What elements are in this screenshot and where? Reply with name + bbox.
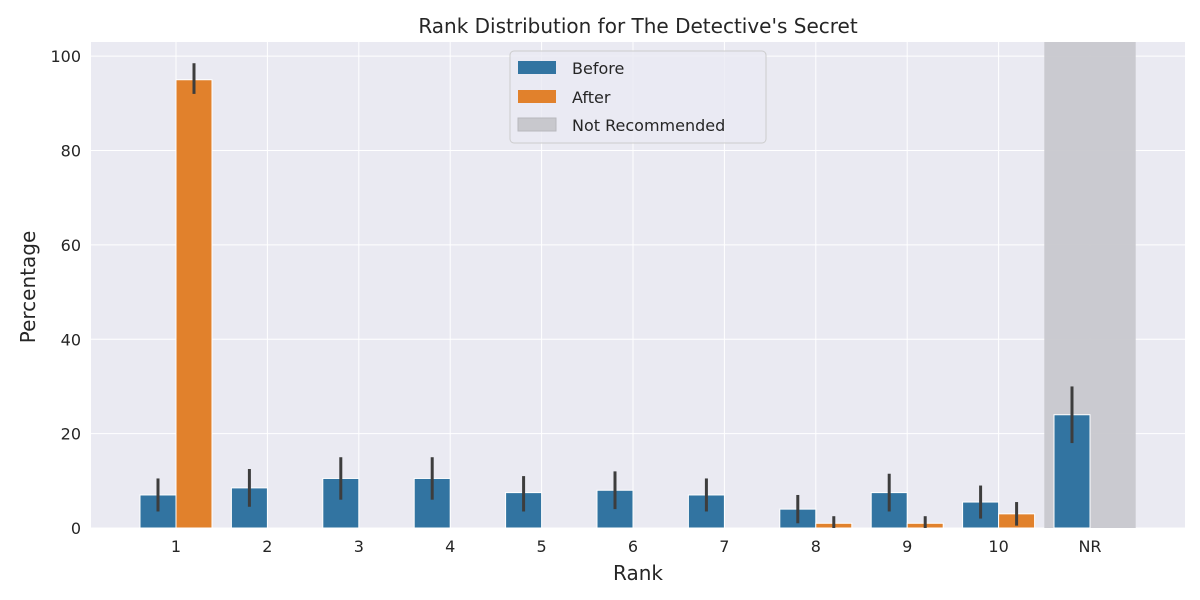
x-tick-label: NR xyxy=(1078,537,1101,556)
x-axis-label: Rank xyxy=(613,561,663,585)
legend-label-after: After xyxy=(572,88,611,107)
legend-label-not-recommended: Not Recommended xyxy=(572,116,725,135)
x-tick-label: 8 xyxy=(811,537,821,556)
x-tick-label: 5 xyxy=(537,537,547,556)
x-tick-label: 7 xyxy=(719,537,729,556)
legend-frame xyxy=(509,50,767,144)
x-tick-label: 6 xyxy=(628,537,638,556)
legend-label-before: Before xyxy=(572,59,624,78)
bar-after-1 xyxy=(175,79,213,529)
error-bars xyxy=(156,63,1074,528)
chart-title: Rank Distribution for The Detective's Se… xyxy=(418,14,858,38)
y-tick-label: 0 xyxy=(71,519,81,538)
y-tick-label: 40 xyxy=(61,330,81,349)
legend: Before After Not Recommended xyxy=(509,50,767,144)
y-tick-label: 80 xyxy=(61,142,81,161)
x-tick-label: 1 xyxy=(171,537,181,556)
grid xyxy=(91,42,1185,529)
x-tick-label: 4 xyxy=(445,537,455,556)
x-tick-label: 10 xyxy=(988,537,1008,556)
y-axis-label: Percentage xyxy=(16,231,40,344)
y-tick-labels: 0 20 40 60 80 100 xyxy=(50,47,81,538)
x-tick-labels: 1 2 3 4 5 6 7 8 9 10 NR xyxy=(171,537,1102,556)
x-tick-label: 9 xyxy=(902,537,912,556)
y-tick-label: 60 xyxy=(61,236,81,255)
y-tick-label: 20 xyxy=(61,425,81,444)
legend-swatch-before xyxy=(518,61,556,74)
legend-swatch-not-recommended xyxy=(517,117,557,132)
x-tick-label: 2 xyxy=(262,537,272,556)
legend-swatch-after xyxy=(518,90,556,103)
y-tick-label: 100 xyxy=(50,47,81,66)
x-tick-label: 3 xyxy=(354,537,364,556)
